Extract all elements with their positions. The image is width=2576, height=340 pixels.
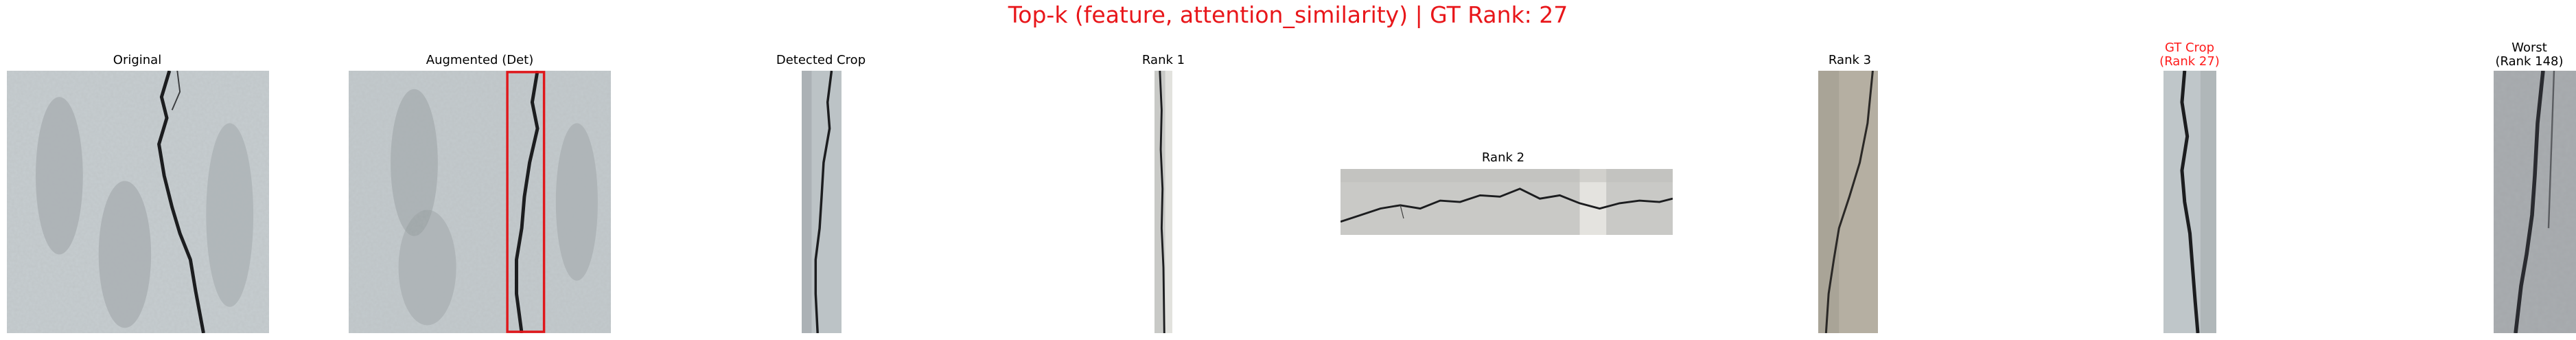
panel-title-worst: Worst (Rank 148) <box>2495 41 2564 69</box>
panel-title-augmented: Augmented (Det) <box>426 53 534 67</box>
image-rank-2 <box>1341 169 1673 235</box>
panel-title-rank-2: Rank 2 <box>1481 150 1525 165</box>
panel-title-rank-1: Rank 1 <box>1141 53 1185 67</box>
detection-box <box>506 71 546 333</box>
image-gt-crop <box>2163 71 2216 333</box>
image-worst <box>2494 71 2576 333</box>
image-detected-crop <box>802 71 842 333</box>
figure-title: Top-k (feature, attention_similarity) | … <box>1008 1 1568 28</box>
image-rank-3 <box>1818 71 1878 333</box>
panel-title-gt-crop: GT Crop (Rank 27) <box>2159 41 2220 69</box>
panel-title-original: Original <box>113 53 162 67</box>
image-augmented <box>349 71 611 333</box>
panel-title-detected-crop: Detected Crop <box>776 53 866 67</box>
panel-title-rank-3: Rank 3 <box>1828 53 1872 67</box>
image-original <box>7 71 269 333</box>
image-rank-1 <box>1154 71 1172 333</box>
